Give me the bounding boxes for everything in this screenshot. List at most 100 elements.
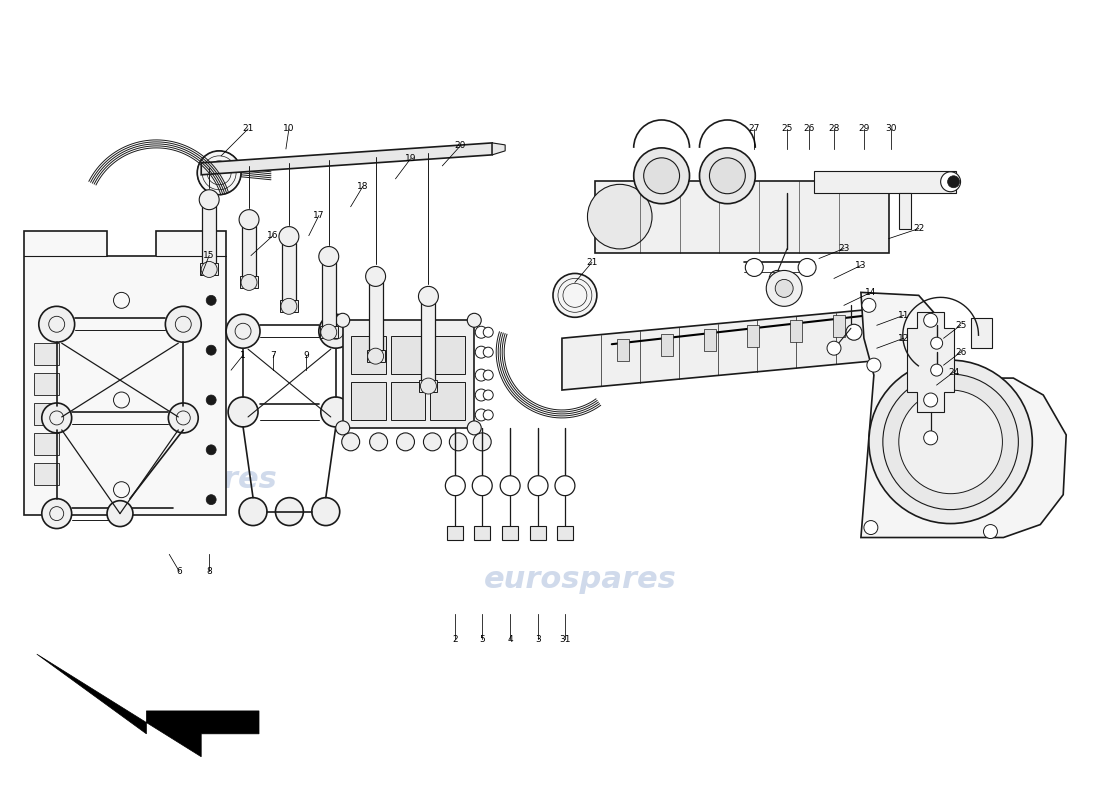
Circle shape [746,258,763,277]
Bar [202,206,217,266]
Polygon shape [899,193,911,229]
Text: 26: 26 [955,348,966,357]
Circle shape [468,314,481,327]
Bar [200,263,218,275]
Text: 26: 26 [803,125,815,134]
Text: 7: 7 [271,350,276,360]
Circle shape [940,172,960,192]
Circle shape [42,498,72,529]
Bar [814,170,956,193]
Bar [34,403,58,425]
Bar [34,462,58,485]
Circle shape [241,274,257,290]
Circle shape [280,298,297,314]
Bar [747,325,759,346]
Circle shape [396,433,415,451]
Circle shape [206,445,217,455]
Circle shape [767,270,802,306]
Circle shape [862,298,876,312]
Text: 12: 12 [898,334,910,342]
Circle shape [450,433,468,451]
Circle shape [869,360,1032,523]
Circle shape [165,306,201,342]
Circle shape [947,176,959,188]
Circle shape [228,397,258,427]
Text: 14: 14 [866,288,877,297]
Circle shape [483,347,493,357]
Circle shape [483,410,493,420]
Circle shape [473,433,492,451]
Bar [34,373,58,395]
Text: 23: 23 [838,244,849,253]
Polygon shape [201,143,492,174]
Circle shape [319,314,353,348]
Text: 6: 6 [176,567,183,576]
Text: 10: 10 [283,125,295,134]
Circle shape [468,421,481,435]
Circle shape [634,148,690,204]
Text: eurospares: eurospares [484,565,676,594]
Text: 3: 3 [536,634,541,644]
Text: 29: 29 [858,125,870,134]
Circle shape [321,324,337,340]
Text: 5: 5 [480,634,485,644]
Circle shape [206,246,217,255]
Bar [595,181,889,253]
Bar [430,382,465,420]
Text: 28: 28 [828,125,839,134]
Text: 22: 22 [913,224,924,233]
Circle shape [472,476,492,496]
Circle shape [769,270,785,286]
Bar [790,320,802,342]
Circle shape [475,346,487,358]
Text: 25: 25 [955,321,966,330]
Bar [240,277,258,288]
Text: 21: 21 [242,125,254,134]
Polygon shape [861,292,1066,538]
Circle shape [279,226,299,246]
Circle shape [367,348,384,364]
Bar [970,318,992,348]
Circle shape [924,393,937,407]
Text: 25: 25 [781,125,793,134]
Circle shape [710,158,746,194]
Circle shape [528,476,548,496]
Circle shape [846,324,862,340]
Bar [557,526,573,539]
Circle shape [776,279,793,298]
Circle shape [899,390,1002,494]
Text: 20: 20 [454,142,466,150]
Bar [617,339,629,361]
Circle shape [239,498,267,526]
Polygon shape [492,143,505,155]
Text: 21: 21 [586,258,597,267]
Circle shape [931,364,943,376]
Text: 11: 11 [898,310,910,320]
Circle shape [475,389,487,401]
Polygon shape [906,312,954,412]
Bar [366,350,385,362]
Circle shape [311,498,340,526]
Bar [34,343,58,365]
Circle shape [924,431,937,445]
Polygon shape [24,230,227,514]
Circle shape [420,378,437,394]
Circle shape [931,338,943,349]
Text: 9: 9 [302,350,309,360]
Text: 16: 16 [267,231,278,240]
Text: 1: 1 [240,350,246,360]
Circle shape [206,494,217,505]
Circle shape [206,295,217,306]
Circle shape [864,521,878,534]
Text: 27: 27 [749,125,760,134]
Text: 15: 15 [204,251,214,260]
Circle shape [983,525,998,538]
Circle shape [201,262,217,278]
Circle shape [587,184,652,249]
Circle shape [239,210,258,230]
Circle shape [275,498,304,526]
Circle shape [553,274,597,318]
Circle shape [321,397,351,427]
Text: 13: 13 [855,261,867,270]
Bar [322,262,335,328]
